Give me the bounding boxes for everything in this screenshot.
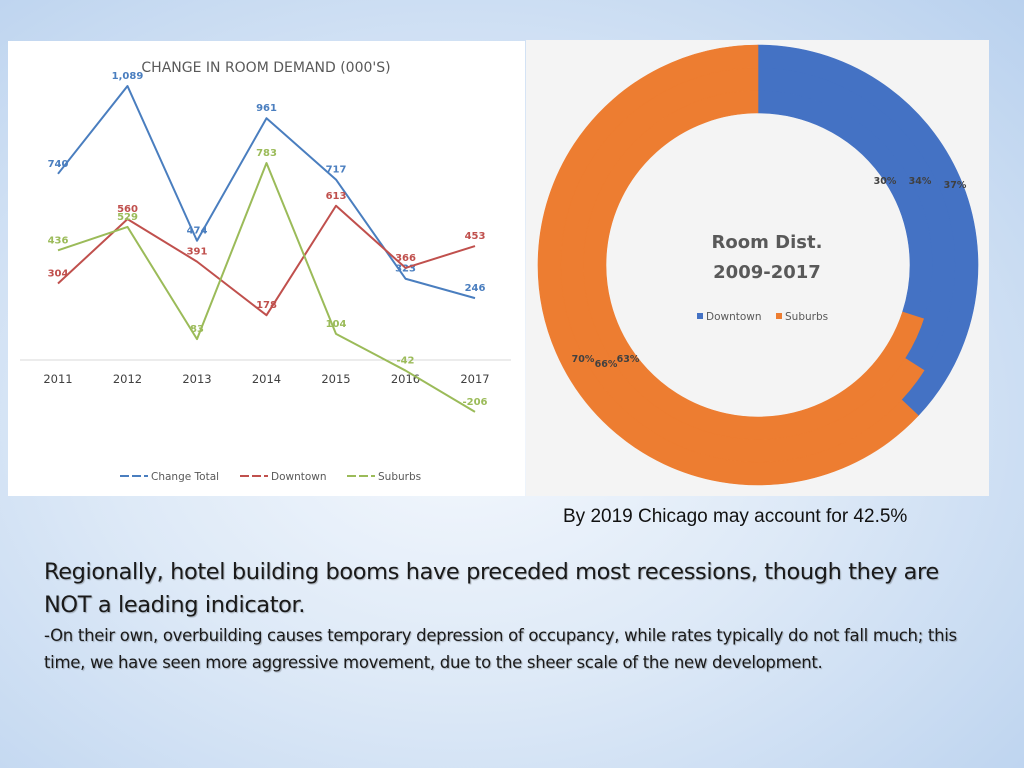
donut-chart-panel: 30% 34% 37% 63% 66% 70% Room Dist. 2009-2017 Dow…: [526, 40, 989, 496]
donut-pct-label: 66%: [595, 359, 618, 370]
chart-title: CHANGE IN ROOM DEMAND (000'S): [141, 60, 390, 76]
data-label: 740: [48, 159, 69, 170]
data-label: 83: [190, 324, 204, 335]
line-chart: CHANGE IN ROOM DEMAND (000'S) 2011 2012 201…: [20, 60, 511, 483]
forecast-note: By 2019 Chicago may account for 42.5%: [563, 506, 908, 527]
x-tick-label: 2014: [252, 372, 281, 386]
donut-pct-label: 70%: [572, 354, 595, 365]
x-tick-label: 2013: [182, 372, 211, 386]
caption-body: -On their own, overbuilding causes tempo…: [44, 626, 957, 672]
data-label: 1,089: [112, 71, 144, 82]
line-chart-panel: CHANGE IN ROOM DEMAND (000'S) 2011 2012 201…: [8, 41, 525, 496]
data-label: 560: [117, 204, 138, 215]
x-tick-label: 2017: [460, 372, 489, 386]
donut-pct-label: 63%: [617, 354, 640, 365]
x-tick-label: 2015: [321, 372, 350, 386]
donut-subtitle: 2009-2017: [713, 262, 821, 283]
caption-headline: Regionally, hotel building booms have pr…: [44, 559, 939, 618]
data-label: 178: [256, 300, 277, 311]
x-tick-label: 2016: [391, 372, 420, 386]
data-label: 104: [326, 319, 347, 330]
data-label: 474: [187, 226, 208, 237]
data-label: 436: [48, 235, 69, 246]
x-tick-label: 2011: [43, 372, 72, 386]
data-label: 453: [465, 231, 486, 242]
donut-pct-label: 37%: [944, 180, 967, 191]
legend-swatch: [776, 313, 782, 319]
data-label: 717: [326, 165, 347, 176]
legend-label: Downtown: [271, 471, 327, 483]
data-label: 366: [395, 253, 416, 264]
donut-pct-label: 34%: [909, 176, 932, 187]
slide-caption: Regionally, hotel building booms have pr…: [44, 556, 974, 676]
donut-pct-label: 30%: [874, 176, 897, 187]
data-label: 961: [256, 103, 277, 114]
legend-label: Downtown: [706, 311, 762, 323]
data-label: 613: [326, 191, 347, 202]
data-label: 323: [395, 264, 416, 275]
data-label: 246: [465, 283, 486, 294]
legend-label: Change Total: [151, 471, 219, 483]
data-label: 783: [256, 148, 277, 159]
data-label: -206: [462, 397, 487, 408]
data-label: 391: [187, 247, 208, 258]
donut-title: Room Dist.: [712, 232, 823, 253]
donut-chart: 30% 34% 37% 63%66%70% Room Dist. 2009-2017 Dow…: [537, 44, 979, 486]
donut-slice: [537, 44, 919, 486]
legend-label: Suburbs: [785, 311, 828, 323]
legend-label: Suburbs: [378, 471, 421, 483]
x-tick-label: 2012: [113, 372, 142, 386]
legend-swatch: [697, 313, 703, 319]
data-label: 304: [48, 269, 69, 280]
data-label: 529: [117, 212, 138, 223]
data-label: -42: [396, 356, 414, 367]
